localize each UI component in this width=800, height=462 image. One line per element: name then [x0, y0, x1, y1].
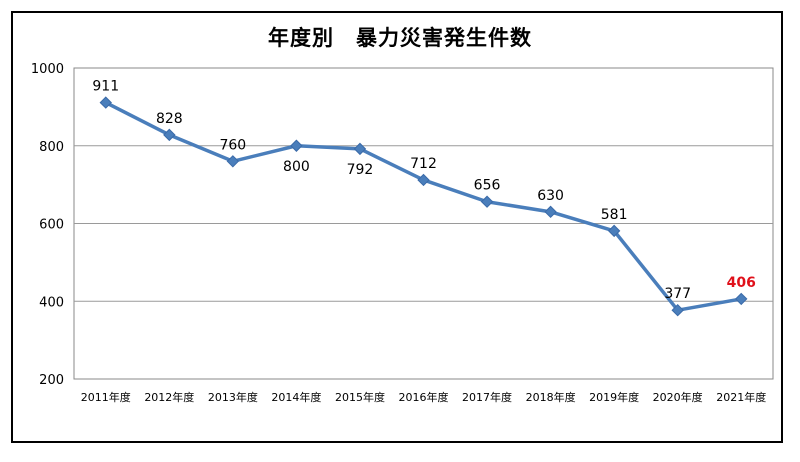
y-tick-label: 1000	[31, 62, 64, 77]
chart-frame	[11, 11, 783, 443]
data-point-marker	[671, 303, 684, 317]
x-tick-label: 2014年度	[271, 390, 321, 404]
data-point-marker	[163, 128, 176, 142]
x-tick-label: 2017年度	[462, 390, 512, 404]
data-label: 630	[537, 188, 564, 204]
x-tick-label: 2020年度	[653, 390, 703, 404]
data-label: 800	[283, 159, 310, 175]
y-tick-label: 400	[39, 295, 64, 310]
x-tick-label: 2018年度	[526, 390, 576, 404]
data-point-marker	[226, 155, 240, 168]
data-label: 656	[474, 178, 501, 194]
x-tick-label: 2012年度	[144, 390, 194, 404]
data-label: 377	[664, 286, 691, 302]
x-tick-label: 2021年度	[716, 390, 766, 404]
y-tick-label: 600	[39, 218, 64, 233]
series-line	[104, 101, 742, 312]
chart-title: 年度別 暴力災害発生件数	[268, 26, 532, 50]
data-point-marker	[99, 96, 112, 109]
data-label: 911	[92, 79, 119, 95]
x-tick-label: 2011年度	[81, 390, 131, 404]
data-point-marker	[290, 139, 303, 152]
data-point-marker	[480, 195, 494, 208]
data-point-marker	[607, 224, 621, 238]
data-label: 712	[410, 156, 437, 172]
data-label: 760	[219, 137, 246, 153]
x-tick-label: 2015年度	[335, 390, 385, 404]
data-label: 406	[727, 275, 756, 291]
data-point-marker	[353, 142, 367, 156]
x-tick-label: 2016年度	[399, 390, 449, 404]
y-tick-label: 200	[39, 373, 64, 388]
x-tick-label: 2013年度	[208, 390, 258, 404]
x-tick-label: 2019年度	[589, 390, 639, 404]
data-label: 828	[156, 111, 183, 127]
data-label: 792	[347, 162, 374, 178]
y-tick-label: 800	[39, 140, 64, 155]
data-point-marker	[417, 173, 430, 187]
data-point-marker	[544, 205, 557, 219]
data-point-marker	[735, 292, 748, 306]
data-label: 581	[601, 207, 628, 223]
